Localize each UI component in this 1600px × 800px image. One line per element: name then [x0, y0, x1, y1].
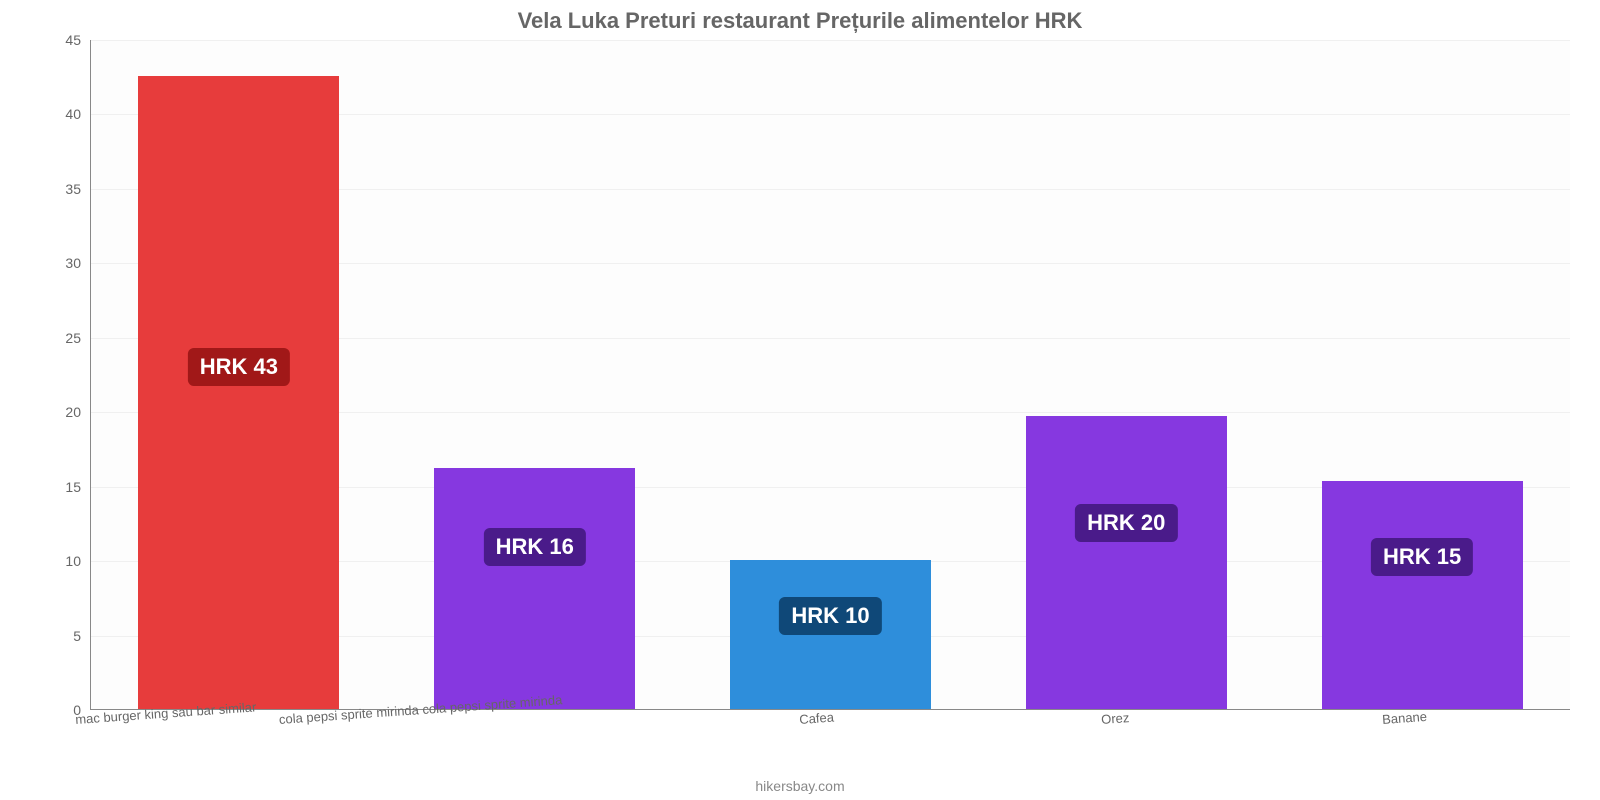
- bar-value-label: HRK 10: [779, 597, 881, 635]
- y-tick-label: 5: [73, 628, 91, 644]
- bar-slot: HRK 16: [387, 40, 683, 709]
- bar-slot: HRK 20: [978, 40, 1274, 709]
- bar-slot: HRK 10: [683, 40, 979, 709]
- bar-slot: HRK 15: [1274, 40, 1570, 709]
- y-tick-label: 20: [65, 404, 91, 420]
- y-tick-label: 35: [65, 181, 91, 197]
- x-label-slot: Cafea: [682, 712, 978, 772]
- bar: HRK 10: [730, 560, 931, 709]
- y-tick-label: 25: [65, 330, 91, 346]
- bar: HRK 15: [1322, 481, 1523, 709]
- bar-value-label: HRK 16: [484, 528, 586, 566]
- bar-value-label: HRK 43: [188, 348, 290, 386]
- bar-value-label: HRK 15: [1371, 538, 1473, 576]
- y-tick-label: 40: [65, 106, 91, 122]
- y-tick-label: 10: [65, 553, 91, 569]
- attribution-text: hikersbay.com: [0, 778, 1600, 794]
- bar-value-label: HRK 20: [1075, 504, 1177, 542]
- bar: HRK 43: [138, 76, 339, 709]
- bar: HRK 16: [434, 468, 635, 709]
- chart-title: Vela Luka Preturi restaurant Prețurile a…: [0, 0, 1600, 34]
- x-axis-labels: mac burger king sau bar similarcola peps…: [90, 712, 1570, 772]
- x-axis-label: Cafea: [799, 710, 835, 727]
- bar: HRK 20: [1026, 416, 1227, 709]
- y-tick-label: 45: [65, 32, 91, 48]
- y-tick-label: 15: [65, 479, 91, 495]
- x-label-slot: cola pepsi sprite mirinda cola pepsi spr…: [386, 712, 682, 772]
- bar-slot: HRK 43: [91, 40, 387, 709]
- x-label-slot: Banane: [1274, 712, 1570, 772]
- plot-area: HRK 43HRK 16HRK 10HRK 20HRK 15 051015202…: [90, 40, 1570, 710]
- x-axis-label: Orez: [1101, 710, 1130, 727]
- y-tick-label: 30: [65, 255, 91, 271]
- x-axis-label: Banane: [1382, 709, 1428, 727]
- bars-container: HRK 43 HRK 16 HRK 10 HRK 20 HRK 15: [91, 40, 1570, 709]
- x-label-slot: Orez: [978, 712, 1274, 772]
